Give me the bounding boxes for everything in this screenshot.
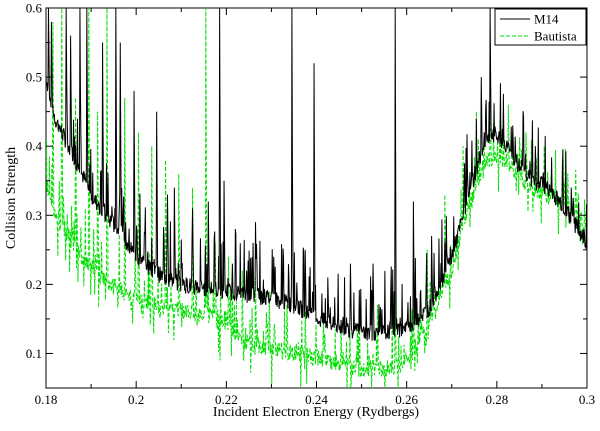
series-line-m14 — [46, 8, 587, 341]
y-tick-label: 0.3 — [26, 208, 42, 223]
y-tick-label: 0.5 — [26, 70, 42, 85]
series-layer — [46, 8, 587, 388]
plot-area — [45, 7, 588, 389]
y-tick-label: 0.1 — [26, 346, 42, 361]
y-axis-title: Collision Strength — [4, 147, 19, 249]
y-tick-label: 0.6 — [26, 1, 43, 16]
x-axis-title: Incident Electron Energy (Rydbergs) — [213, 405, 419, 420]
y-axis: 0.1 0.2 0.3 0.4 0.5 0.6 — [26, 1, 587, 389]
x-tick-label: 0.2 — [128, 392, 144, 407]
x-tick-label: 0.18 — [35, 392, 58, 407]
legend-label-m14: M14 — [534, 12, 559, 27]
x-axis: 0.18 0.2 0.22 0.24 0.26 0.28 0.3 — [35, 8, 595, 407]
legend-box — [494, 8, 587, 46]
series-line-bautista — [46, 8, 587, 388]
y-tick-label: 0.4 — [26, 139, 43, 154]
x-tick-label: 0.26 — [395, 392, 418, 407]
x-tick-label: 0.24 — [305, 392, 328, 407]
x-tick-label: 0.28 — [485, 392, 508, 407]
y-tick-label: 0.2 — [26, 277, 42, 292]
legend: M14 Bautista — [494, 8, 587, 46]
x-tick-label: 0.3 — [579, 392, 595, 407]
legend-label-bautista: Bautista — [534, 29, 577, 44]
x-tick-label: 0.22 — [215, 392, 238, 407]
